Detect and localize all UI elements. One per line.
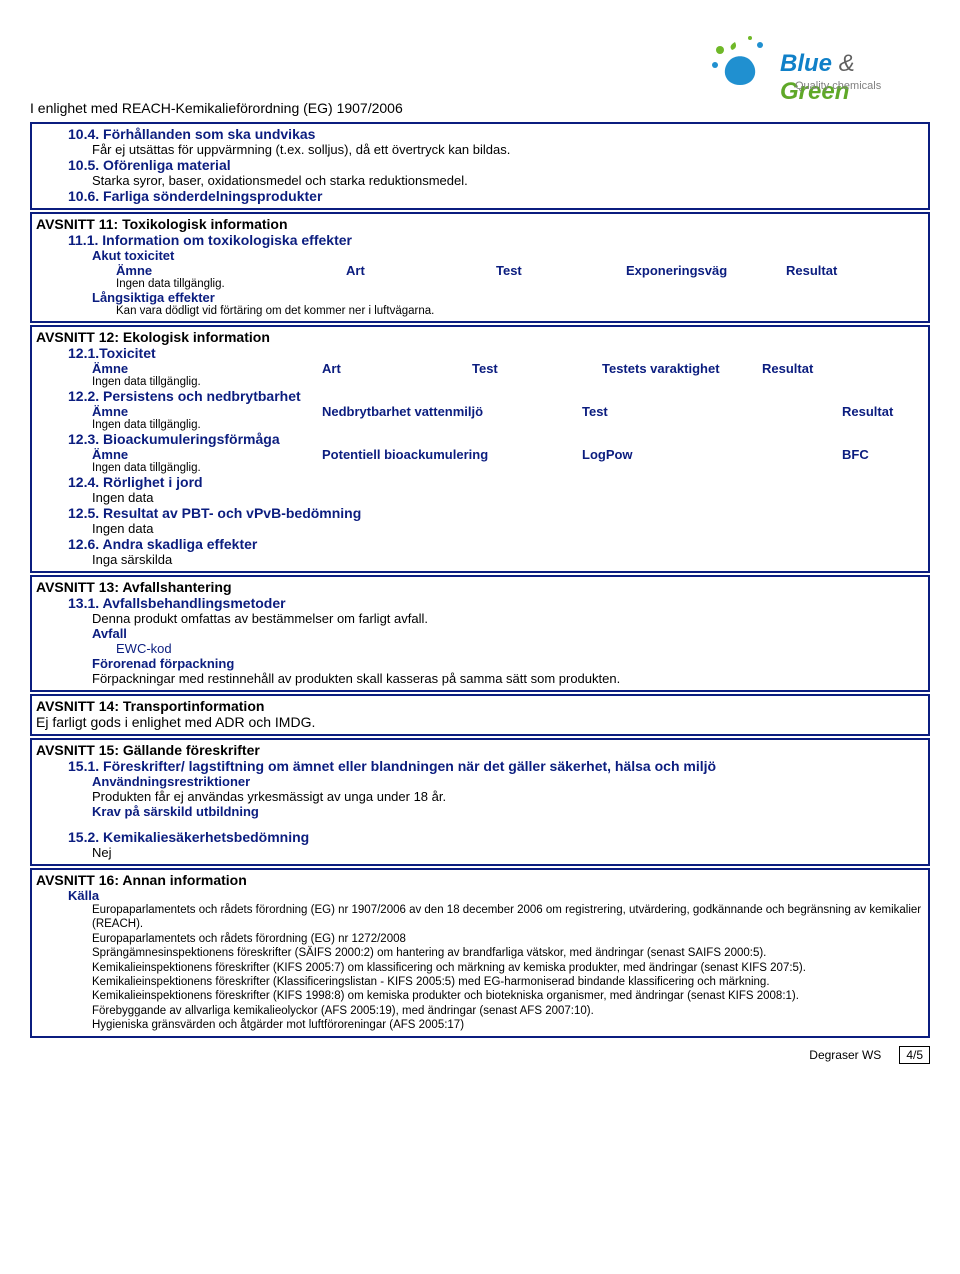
c121-var: Testets varaktighet [602,361,762,376]
section-13-title: AVSNITT 13: Avfallshantering [36,579,924,595]
section-15-title: AVSNITT 15: Gällande föreskrifter [36,742,924,758]
s131-title: 13.1. Avfallsbehandlingsmetoder [68,595,924,611]
foro-text: Förpackningar med restinnehåll av produk… [92,671,924,686]
col-res: Resultat [786,263,866,278]
s122-title: 12.2. Persistens och nedbrytbarhet [68,388,924,404]
logo-splash-icon [700,30,780,110]
c121-res: Resultat [762,361,842,376]
c123-pot: Potentiell bioackumulering [322,447,582,462]
s121-nodata: Ingen data tillgänglig. [92,376,924,388]
s123-header: Ämne Potentiell bioackumulering LogPow B… [92,447,924,462]
s152-title: 15.2. Kemikaliesäkerhetsbedömning [68,829,924,845]
section-12-title: AVSNITT 12: Ekologisk information [36,329,924,345]
akut-tox: Akut toxicitet [92,248,924,263]
s124-title: 12.4. Rörlighet i jord [68,474,924,490]
nej: Nej [92,845,924,860]
c122-amne: Ämne [92,404,322,419]
logo-amp: & [839,50,855,77]
footer: Degraser WS 4/5 [30,1046,930,1064]
section-12-box: AVSNITT 12: Ekologisk information 12.1.T… [30,325,930,573]
section-10-box: 10.4. Förhållanden som ska undvikas Får … [30,122,930,210]
s104-text: Får ej utsättas för uppvärmning (t.ex. s… [92,142,924,157]
ewc: EWC-kod [116,641,924,656]
c123-amne: Ämne [92,447,322,462]
src7: Hygieniska gränsvärden och åtgärder mot … [92,1018,924,1032]
s131-text: Denna produkt omfattas av bestämmelser o… [92,611,924,626]
c121-amne: Ämne [92,361,322,376]
section-14-title: AVSNITT 14: Transportinformation [36,698,924,714]
s126-text: Inga särskilda [92,552,924,567]
src5: Kemikalieinspektionens föreskrifter (KIF… [92,989,924,1003]
tox12-table-header: Ämne Art Test Testets varaktighet Result… [92,361,924,376]
c122-ned: Nedbrytbarhet vattenmiljö [322,404,582,419]
kalla: Källa [68,888,924,903]
c123-log: LogPow [582,447,842,462]
s122-nodata: Ingen data tillgänglig. [92,419,924,431]
col-amne: Ämne [116,263,346,278]
footer-doc-name: Degraser WS [809,1048,881,1062]
src4: Kemikalieinspektionens föreskrifter (Kla… [92,975,924,989]
s125-text: Ingen data [92,521,924,536]
s126-title: 12.6. Andra skadliga effekter [68,536,924,552]
s121-title: 12.1.Toxicitet [68,345,924,361]
c122-test: Test [582,404,842,419]
src2: Sprängämnesinspektionens föreskrifter (S… [92,946,924,960]
regulation-text: I enlighet med REACH-Kemikalieförordning… [30,100,403,116]
src3: Kemikalieinspektionens föreskrifter (KIF… [92,961,924,975]
logo-blue: Blue [780,50,832,77]
section-14-box: AVSNITT 14: Transportinformation Ej farl… [30,694,930,736]
src1: Europaparlamentets och rådets förordning… [92,932,924,946]
col-art: Art [346,263,496,278]
src0: Europaparlamentets och rådets förordning… [92,903,924,932]
tox-table-header: Ämne Art Test Exponeringsväg Resultat [116,263,924,278]
krav: Krav på särskild utbildning [92,804,924,819]
logo-text: Blue & Green [780,50,930,106]
section-15-box: AVSNITT 15: Gällande föreskrifter 15.1. … [30,738,930,866]
spacer [36,819,924,829]
lang-eff: Långsiktiga effekter [92,290,924,305]
avfall: Avfall [92,626,924,641]
s123-nodata: Ingen data tillgänglig. [92,462,924,474]
s111-title: 11.1. Information om toxikologiska effek… [68,232,924,248]
footer-page: 4/5 [899,1046,930,1064]
logo: Blue & Green Quality chemicals [700,20,930,120]
s104-title: 10.4. Förhållanden som ska undvikas [68,126,924,142]
col-exp: Exponeringsväg [626,263,786,278]
s125-title: 12.5. Resultat av PBT- och vPvB-bedömnin… [68,505,924,521]
c121-art: Art [322,361,472,376]
section-11-box: AVSNITT 11: Toxikologisk information 11.… [30,212,930,323]
page-header: I enlighet med REACH-Kemikalieförordning… [30,20,930,120]
c123-bfc: BFC [842,447,922,462]
section-16-box: AVSNITT 16: Annan information Källa Euro… [30,868,930,1038]
tox-nodata: Ingen data tillgänglig. [116,278,924,290]
s151-title: 15.1. Föreskrifter/ lagstiftning om ämne… [68,758,924,774]
foro: Förorenad förpackning [92,656,924,671]
lang-text: Kan vara dödligt vid förtäring om det ko… [116,305,924,317]
anv: Användningsrestriktioner [92,774,924,789]
c121-test: Test [472,361,602,376]
logo-tagline: Quality chemicals [795,80,881,92]
src6: Förebyggande av allvarliga kemikalieolyc… [92,1004,924,1018]
section-16-title: AVSNITT 16: Annan information [36,872,924,888]
s106-title: 10.6. Farliga sönderdelningsprodukter [68,188,924,204]
anv-text: Produkten får ej användas yrkesmässigt a… [92,789,924,804]
s122-header: Ämne Nedbrytbarhet vattenmiljö Test Resu… [92,404,924,419]
s123-title: 12.3. Bioackumuleringsförmåga [68,431,924,447]
section-14-text: Ej farligt gods i enlighet med ADR och I… [36,714,924,730]
c122-res: Resultat [842,404,922,419]
section-11-title: AVSNITT 11: Toxikologisk information [36,216,924,232]
s105-title: 10.5. Oförenliga material [68,157,924,173]
s124-text: Ingen data [92,490,924,505]
s105-text: Starka syror, baser, oxidationsmedel och… [92,173,924,188]
section-13-box: AVSNITT 13: Avfallshantering 13.1. Avfal… [30,575,930,692]
col-test: Test [496,263,626,278]
